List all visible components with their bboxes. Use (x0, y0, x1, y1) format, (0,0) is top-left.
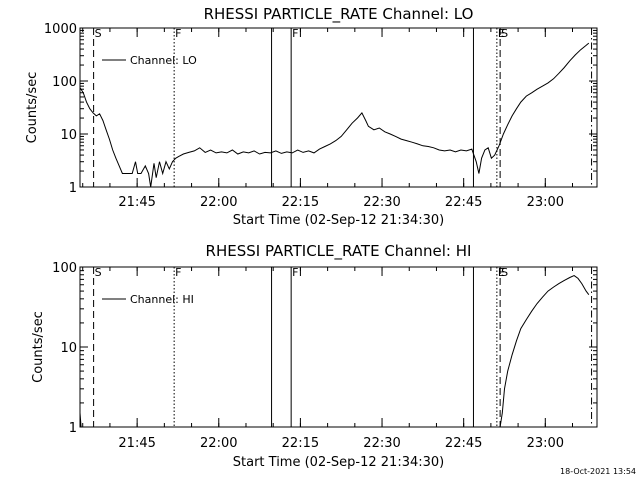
chart-title: RHESSI PARTICLE_RATE Channel: LO (204, 5, 474, 24)
y-tick-label: 100 (52, 75, 77, 90)
x-tick-label: 22:00 (200, 195, 237, 210)
series-line-lo (79, 42, 590, 188)
x-tick-label: 21:45 (118, 436, 155, 451)
x-tick-label: 23:00 (527, 195, 564, 210)
x-tick-label: 22:15 (282, 195, 319, 210)
plot-frame (79, 266, 598, 428)
event-marker-label: F (175, 27, 181, 40)
chart-title: RHESSI PARTICLE_RATE Channel: HI (206, 242, 472, 261)
y-tick-label: 100 (52, 261, 77, 276)
y-axis-label: Counts/sec (25, 72, 40, 144)
x-tick-label: 22:45 (445, 436, 482, 451)
event-marker-label: F (292, 266, 298, 279)
y-tick-label: 10 (60, 128, 77, 143)
y-tick-label: 10 (60, 341, 77, 356)
x-tick-label: 23:00 (527, 436, 564, 451)
x-tick-label: 22:30 (363, 436, 400, 451)
y-tick-label: 1 (69, 181, 77, 196)
y-axis-label: Counts/sec (31, 311, 46, 383)
event-marker-label: E (498, 27, 505, 40)
hi-channel-panel: RHESSI PARTICLE_RATE Channel: HI 1 10 100 21… (31, 242, 598, 470)
event-marker-label: S (95, 266, 102, 279)
series-line-hi (79, 275, 590, 428)
x-tick-label: 22:00 (200, 436, 237, 451)
event-marker-label: F (175, 266, 181, 279)
x-tick-label: 22:45 (445, 195, 482, 210)
y-tick-label: 1000 (44, 22, 77, 37)
event-marker-label: S (501, 266, 508, 279)
event-marker-label: S (501, 27, 508, 40)
legend-label: Channel: HI (130, 293, 194, 306)
x-tick-label: 22:30 (363, 195, 400, 210)
x-tick-label: 22:15 (282, 436, 319, 451)
lo-channel-panel: RHESSI PARTICLE_RATE Channel: LO 1 10 100 10… (25, 5, 598, 228)
event-marker-label: S (95, 27, 102, 40)
x-axis-label: Start Time (02-Sep-12 21:34:30) (233, 213, 444, 228)
x-axis-label: Start Time (02-Sep-12 21:34:30) (233, 455, 444, 470)
x-tick-label: 21:45 (118, 195, 155, 210)
y-tick-label: 1 (69, 421, 77, 436)
plot-frame (79, 27, 598, 188)
event-marker-label: E (498, 266, 505, 279)
footer-timestamp: 18-Oct-2021 13:54 (560, 467, 636, 476)
event-marker-label: F (292, 27, 298, 40)
legend-label: Channel: LO (130, 54, 197, 67)
